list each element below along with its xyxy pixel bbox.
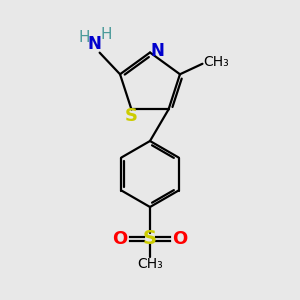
Text: O: O — [112, 230, 128, 247]
Text: CH₃: CH₃ — [137, 257, 163, 271]
Text: S: S — [143, 229, 157, 248]
Text: H: H — [100, 27, 112, 42]
Text: O: O — [172, 230, 188, 247]
Text: S: S — [125, 107, 138, 125]
Text: H: H — [78, 30, 90, 45]
Text: N: N — [151, 42, 164, 60]
Text: N: N — [87, 35, 101, 53]
Text: CH₃: CH₃ — [203, 55, 229, 69]
